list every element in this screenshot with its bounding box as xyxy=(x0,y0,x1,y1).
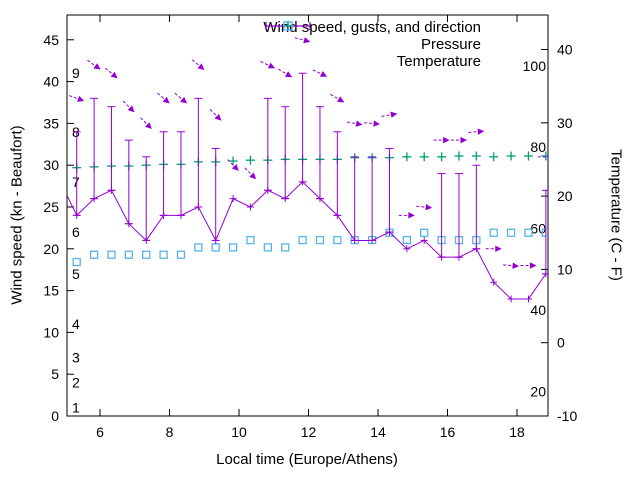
legend: Wind speed, gusts, and direction Pressur… xyxy=(263,19,537,70)
svg-text:4: 4 xyxy=(72,316,80,332)
svg-text:0: 0 xyxy=(557,335,565,351)
temperature-series xyxy=(72,228,548,267)
pressure-series xyxy=(72,151,548,173)
svg-text:10: 10 xyxy=(43,324,59,340)
legend-label-pressure: Pressure xyxy=(420,36,481,53)
wind-series xyxy=(67,72,548,303)
svg-text:40: 40 xyxy=(530,302,546,318)
svg-text:30: 30 xyxy=(557,115,573,131)
svg-text:40: 40 xyxy=(557,42,573,58)
svg-text:1: 1 xyxy=(72,400,80,416)
plot-border-and-ticks xyxy=(66,14,549,417)
svg-text:100: 100 xyxy=(523,58,547,74)
legend-entry-wind: Wind speed, gusts, and direction xyxy=(263,19,537,36)
y-axis-title-right: Temperature (C - F) xyxy=(607,149,625,281)
svg-text:2: 2 xyxy=(72,375,80,391)
y-axis-title-left: Wind speed (kn - Beaufort) xyxy=(8,125,26,305)
svg-text:18: 18 xyxy=(509,424,525,440)
svg-text:10: 10 xyxy=(557,261,573,277)
plus-marker-icon xyxy=(283,21,537,52)
svg-text:25: 25 xyxy=(43,199,59,215)
x-axis-title: Local time (Europe/Athens) xyxy=(216,451,398,468)
svg-text:16: 16 xyxy=(440,424,456,440)
legend-entry-pressure: Pressure xyxy=(283,21,537,53)
svg-text:80: 80 xyxy=(530,139,546,155)
svg-text:30: 30 xyxy=(43,157,59,173)
svg-text:14: 14 xyxy=(370,424,386,440)
svg-text:0: 0 xyxy=(51,408,59,424)
svg-text:35: 35 xyxy=(43,115,59,131)
svg-text:10: 10 xyxy=(231,424,247,440)
errorbar-sample-icon xyxy=(265,21,537,35)
svg-text:40: 40 xyxy=(43,74,59,90)
svg-text:20: 20 xyxy=(557,188,573,204)
svg-text:7: 7 xyxy=(72,174,80,190)
svg-text:20: 20 xyxy=(530,384,546,400)
svg-text:15: 15 xyxy=(43,283,59,299)
legend-label-temperature: Temperature xyxy=(396,53,481,70)
svg-text:5: 5 xyxy=(72,266,80,282)
square-marker-icon xyxy=(283,21,537,69)
svg-text:3: 3 xyxy=(72,349,80,365)
svg-text:-10: -10 xyxy=(557,408,577,424)
svg-text:20: 20 xyxy=(43,241,59,257)
svg-text:45: 45 xyxy=(43,32,59,48)
svg-text:5: 5 xyxy=(51,366,59,382)
legend-label-wind: Wind speed, gusts, and direction xyxy=(263,19,481,36)
svg-text:12: 12 xyxy=(301,424,317,440)
svg-text:6: 6 xyxy=(96,424,104,440)
legend-entry-temperature: Temperature xyxy=(283,21,537,70)
wind-direction-arrows xyxy=(69,37,548,269)
svg-text:9: 9 xyxy=(72,65,80,81)
svg-text:6: 6 xyxy=(72,224,80,240)
svg-text:8: 8 xyxy=(166,424,174,440)
